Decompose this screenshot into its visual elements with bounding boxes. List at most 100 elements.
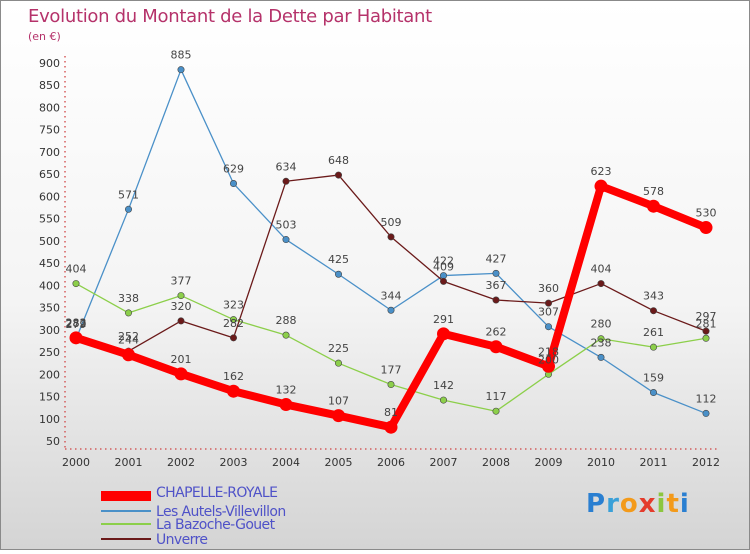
data-point: [174, 367, 188, 381]
y-tick-label: 500: [39, 235, 60, 248]
data-label: 404: [66, 263, 87, 276]
data-label: 629: [223, 163, 244, 176]
data-point: [387, 306, 395, 314]
data-label: 320: [171, 300, 192, 313]
data-label: 344: [381, 289, 402, 302]
y-tick-label: 200: [39, 368, 60, 381]
data-label: 162: [223, 370, 244, 383]
chart-title: Evolution du Montant de la Dette par Hab…: [28, 6, 432, 27]
data-point: [69, 331, 83, 345]
x-tick-label: 2007: [430, 456, 458, 469]
data-label: 159: [643, 372, 664, 385]
x-tick-label: 2004: [272, 456, 300, 469]
data-label: 648: [328, 154, 349, 167]
data-label: 117: [486, 390, 507, 403]
data-label: 360: [538, 282, 559, 295]
data-label: 282: [223, 317, 244, 330]
y-tick-label: 650: [39, 168, 60, 181]
proxiti-logo: Proxiti: [586, 489, 690, 519]
data-label: 132: [276, 384, 297, 397]
data-point: [125, 309, 133, 317]
data-point: [489, 340, 503, 354]
data-label: 404: [591, 263, 612, 276]
data-label: 261: [643, 326, 664, 339]
y-tick-label: 750: [39, 124, 60, 137]
data-label: 338: [118, 292, 139, 305]
data-point: [279, 398, 293, 412]
data-label: 422: [433, 255, 454, 268]
data-point: [597, 280, 605, 288]
data-point: [282, 331, 290, 339]
legend-swatch: [101, 523, 151, 525]
data-point: [282, 236, 290, 244]
data-point: [125, 205, 133, 213]
data-point: [387, 233, 395, 241]
data-point: [702, 334, 710, 342]
data-point: [649, 389, 657, 397]
data-label: 425: [328, 253, 349, 266]
x-tick-label: 2009: [535, 456, 563, 469]
data-label: 280: [591, 318, 612, 331]
y-tick-label: 550: [39, 213, 60, 226]
x-tick-label: 2010: [587, 456, 615, 469]
data-label: 377: [171, 275, 192, 288]
y-tick-label: 350: [39, 302, 60, 315]
data-point: [177, 317, 185, 325]
y-tick-label: 900: [39, 57, 60, 70]
data-label: 623: [591, 165, 612, 178]
data-label: 107: [328, 395, 349, 408]
y-axis-unit-label: (en €): [28, 30, 61, 43]
x-tick-label: 2008: [482, 456, 510, 469]
data-point: [177, 66, 185, 74]
legend-label: CHAPELLE-ROYALE: [156, 485, 278, 501]
data-label: 409: [433, 260, 454, 273]
y-tick-label: 800: [39, 101, 60, 114]
data-label: 201: [171, 353, 192, 366]
data-label: 283: [66, 316, 87, 329]
data-point: [597, 353, 605, 361]
data-label: 142: [433, 379, 454, 392]
data-point: [122, 348, 135, 362]
data-point: [702, 327, 710, 335]
legend-label: La Bazoche-Gouet: [156, 517, 275, 533]
data-point: [439, 277, 447, 285]
data-point: [649, 343, 657, 351]
data-label: 291: [433, 313, 454, 326]
legend-swatch: [101, 538, 151, 540]
data-label: 571: [118, 188, 139, 201]
y-tick-label: 450: [39, 257, 60, 270]
data-point: [699, 221, 713, 235]
y-tick-label: 150: [39, 391, 60, 404]
data-label: 200: [538, 353, 559, 366]
x-tick-label: 2003: [220, 456, 248, 469]
data-point: [72, 280, 80, 288]
data-point: [384, 420, 398, 434]
data-label: 634: [276, 160, 297, 173]
data-label: 578: [643, 185, 664, 198]
data-point: [544, 323, 552, 331]
data-label: 244: [118, 334, 139, 347]
data-point: [594, 179, 608, 193]
legend-label: Les Autels-Villevillon: [156, 504, 286, 520]
x-tick-label: 2002: [167, 456, 195, 469]
data-point: [227, 384, 240, 398]
data-label: 112: [696, 392, 717, 405]
data-label: 238: [591, 336, 612, 349]
y-tick-label: 600: [39, 190, 60, 203]
data-label: 427: [486, 252, 507, 265]
data-label: 81: [384, 406, 398, 419]
data-point: [649, 307, 657, 315]
data-label: 177: [381, 364, 402, 377]
y-tick-label: 100: [39, 413, 60, 426]
data-label: 297: [696, 310, 717, 323]
x-tick-label: 2011: [640, 456, 668, 469]
data-label: 218: [538, 345, 559, 358]
data-point: [702, 409, 710, 417]
x-tick-label: 2012: [692, 456, 720, 469]
data-point: [542, 359, 555, 373]
data-point: [439, 396, 447, 404]
y-tick-label: 400: [39, 279, 60, 292]
data-label: 262: [486, 326, 507, 339]
series-line: [75, 174, 707, 352]
data-label: 530: [696, 207, 717, 220]
